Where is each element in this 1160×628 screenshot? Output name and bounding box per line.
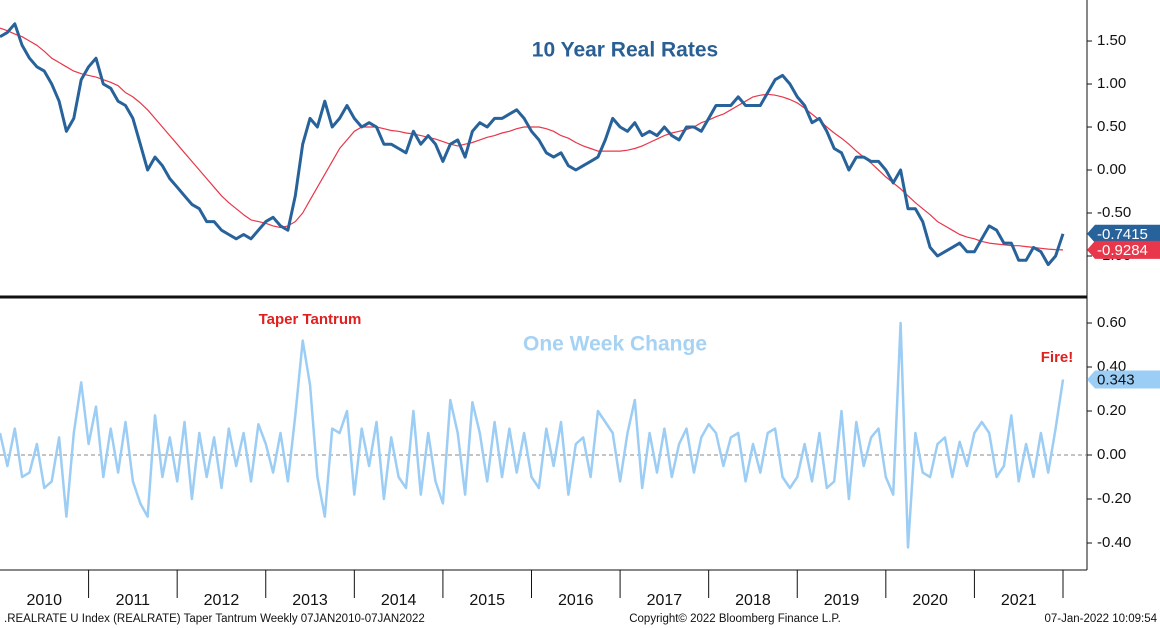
- last-value-label: 0.343: [1097, 372, 1135, 389]
- year-label: 2011: [116, 592, 151, 609]
- year-label: 2015: [469, 592, 505, 609]
- year-label: 2018: [735, 592, 771, 609]
- series-line: [0, 22, 1065, 267]
- y-tick-label: -0.50: [1097, 204, 1131, 221]
- footer-right: 07-Jan-2022 10:09:54: [1044, 613, 1157, 625]
- footer-left: .REALRATE U Index (REALRATE) Taper Tantr…: [4, 613, 425, 625]
- y-tick-label: -0.20: [1097, 490, 1131, 507]
- annotation: Taper Tantrum: [259, 311, 362, 328]
- year-label: 2020: [912, 592, 948, 609]
- last-value-label: -0.9284: [1097, 242, 1148, 259]
- last-value-label: -0.7415: [1097, 226, 1148, 243]
- last-value-box: [1087, 370, 1160, 389]
- annotation: Fire!: [1041, 349, 1074, 366]
- year-label: 2021: [1001, 592, 1037, 609]
- year-label: 2016: [558, 592, 594, 609]
- year-label: 2013: [292, 592, 328, 609]
- y-tick-label: 0.60: [1097, 314, 1126, 331]
- chart-title: One Week Change: [523, 333, 707, 356]
- y-tick-label: 0.20: [1097, 402, 1126, 419]
- year-label: 2012: [204, 592, 240, 609]
- y-tick-label: 0.50: [1097, 118, 1126, 135]
- y-tick-label: -0.40: [1097, 534, 1131, 551]
- series-line: [0, 321, 1065, 549]
- footer-center: Copyright© 2022 Bloomberg Finance L.P.: [629, 613, 841, 625]
- last-value-box: [1087, 240, 1160, 259]
- y-tick-label: 0.00: [1097, 161, 1126, 178]
- year-label: 2019: [824, 592, 860, 609]
- y-tick-label: 1.50: [1097, 32, 1126, 49]
- series-line: [0, 27, 1064, 251]
- y-tick-label: 0.00: [1097, 446, 1126, 463]
- year-label: 2014: [381, 592, 417, 609]
- year-label: 2010: [26, 592, 62, 609]
- last-value-box: [1087, 224, 1160, 243]
- y-tick-label: 1.00: [1097, 75, 1126, 92]
- chart-title: 10 Year Real Rates: [532, 39, 718, 62]
- year-label: 2017: [647, 592, 683, 609]
